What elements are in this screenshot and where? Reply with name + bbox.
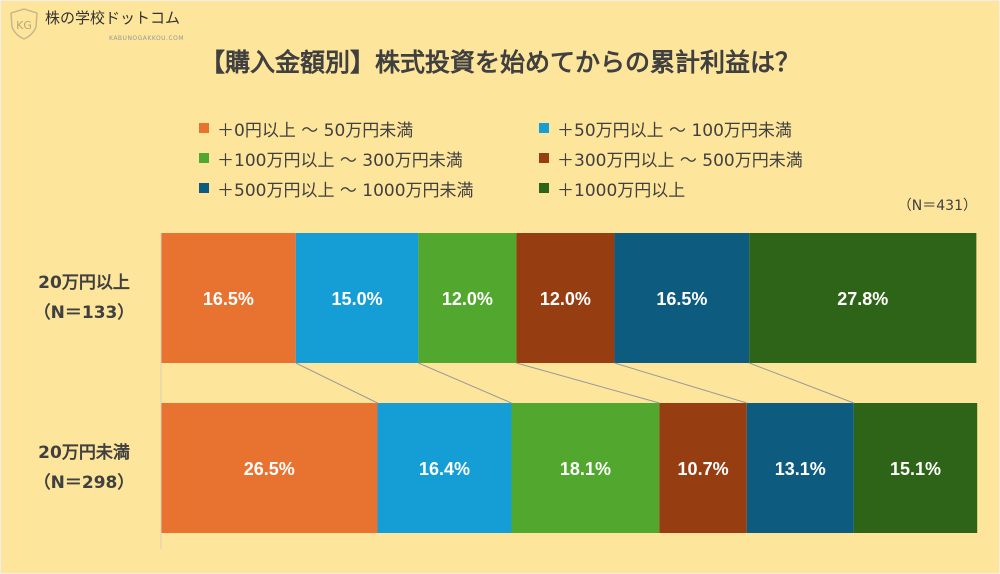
bar-segment <box>377 403 512 533</box>
bar-segment <box>614 233 750 363</box>
legend-swatch <box>539 153 549 163</box>
data-label: 27.8% <box>837 289 888 309</box>
svg-text:KG: KG <box>16 19 32 32</box>
brand-name: 株の学校ドットコム <box>45 9 181 27</box>
bar-segment <box>295 233 419 363</box>
legend-swatch <box>539 123 549 133</box>
legend-item: ＋50万円以上 〜 100万円未満 <box>539 117 879 141</box>
legend-item: ＋1000万円以上 <box>539 177 879 201</box>
brand-sub: KABUNOGAKKOU.COM <box>109 35 185 42</box>
data-label: 12.0% <box>442 289 493 309</box>
bar-segment <box>161 403 378 533</box>
category-n: （N＝133） <box>33 303 135 323</box>
category-label-1: 20万円未満 （N＝298） <box>19 438 149 498</box>
data-label: 16.5% <box>203 289 254 309</box>
data-label: 16.5% <box>656 289 707 309</box>
legend-label: ＋1000万円以上 <box>557 180 686 201</box>
category-name: 20万円未満 <box>38 443 130 463</box>
legend-item: ＋100万円以上 〜 300万円未満 <box>199 147 539 171</box>
legend-label: ＋50万円以上 〜 100万円未満 <box>557 120 792 141</box>
legend-swatch <box>199 183 209 193</box>
bar-segment <box>746 403 854 533</box>
connector-line <box>295 362 378 404</box>
bar-segment <box>853 403 978 533</box>
legend-label: ＋100万円以上 〜 300万円未満 <box>217 150 463 171</box>
legend-item: ＋300万円以上 〜 500万円未満 <box>539 147 879 171</box>
connector-line <box>614 362 747 404</box>
category-label-0: 20万円以上 （N＝133） <box>19 268 149 328</box>
legend-label: ＋300万円以上 〜 500万円未満 <box>557 150 803 171</box>
chart-title: 【購入金額別】株式投資を始めてからの累計利益は？ <box>199 48 800 77</box>
legend-swatch <box>199 123 209 133</box>
bar-segment <box>749 233 977 363</box>
data-label: 26.5% <box>244 459 295 479</box>
legend-label: ＋0円以上 〜 50万円未満 <box>217 120 414 141</box>
category-n: （N＝298） <box>33 473 135 493</box>
bar-segment <box>511 403 660 533</box>
data-label: 18.1% <box>560 459 611 479</box>
bar-segment <box>516 233 615 363</box>
connector-line <box>516 362 660 404</box>
brand-logo: KG 株の学校ドットコム KABUNOGAKKOU.COM <box>9 7 184 42</box>
connector-line <box>749 362 854 404</box>
bar-segment <box>418 233 517 363</box>
data-label: 15.1% <box>890 459 941 479</box>
data-label: 12.0% <box>540 289 591 309</box>
bar-segment <box>161 233 296 363</box>
category-name: 20万円以上 <box>38 273 130 293</box>
shield-logo-icon: KG <box>10 8 38 40</box>
legend-swatch <box>199 153 209 163</box>
data-label: 15.0% <box>332 289 383 309</box>
legend-label: ＋500万円以上 〜 1000万円未満 <box>217 180 474 201</box>
legend-item: ＋500万円以上 〜 1000万円未満 <box>199 177 539 201</box>
data-label: 13.1% <box>775 459 826 479</box>
data-label: 10.7% <box>678 459 729 479</box>
legend-item: ＋0円以上 〜 50万円未満 <box>199 117 539 141</box>
legend-swatch <box>539 183 549 193</box>
legend: ＋0円以上 〜 50万円未満 ＋50万円以上 〜 100万円未満 ＋100万円以上 … <box>199 117 879 201</box>
sample-size-note: （N＝431） <box>897 198 977 214</box>
connector-line <box>418 362 512 404</box>
data-label: 16.4% <box>419 459 470 479</box>
bar-segment <box>659 403 747 533</box>
